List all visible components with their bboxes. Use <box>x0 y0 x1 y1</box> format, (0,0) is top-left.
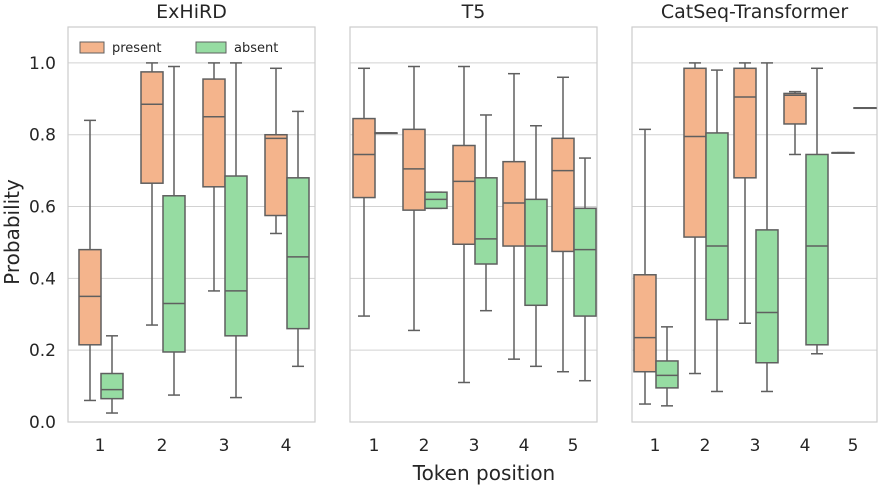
box-present-2 <box>402 65 426 332</box>
x-axis-label: Token position <box>412 461 555 485</box>
box-absent-5 <box>573 157 597 382</box>
box-absent-1 <box>374 132 398 135</box>
box-absent-3 <box>755 62 779 393</box>
x-tick-label: 2 <box>700 436 711 456</box>
y-tick-label: 1.0 <box>29 54 56 74</box>
box-present-1 <box>352 67 376 317</box>
legend-swatch-absent <box>195 41 227 54</box>
box-present-4 <box>783 90 807 156</box>
panel-title: ExHiRD <box>156 1 227 23</box>
box-iqr <box>286 177 310 330</box>
y-tick-label: 0.4 <box>29 269 56 289</box>
box-absent-3 <box>474 114 498 312</box>
box-iqr <box>264 133 288 217</box>
box-iqr <box>474 177 498 265</box>
panel-t5: T5 1 2 3 4 5 <box>349 1 598 456</box>
box-absent-4 <box>524 125 548 368</box>
box-present-4 <box>264 67 288 235</box>
box-iqr <box>733 67 757 179</box>
box-iqr <box>783 92 807 125</box>
box-iqr <box>705 132 729 321</box>
x-tick-label: 4 <box>519 436 530 456</box>
box-iqr <box>452 144 476 245</box>
legend-label-absent: absent <box>234 41 278 56</box>
y-axis-label: Probability <box>0 179 24 285</box>
panel-title: T5 <box>461 1 486 23</box>
x-tick-label: 3 <box>750 436 761 456</box>
legend: present absent <box>79 41 278 56</box>
panel-exhird: ExHiRD 0.0 0.2 0.4 0.6 0.8 1.0 1 2 3 4 present absen… <box>29 1 316 456</box>
box-iqr <box>755 229 779 364</box>
x-tick-label: 4 <box>800 436 811 456</box>
box-iqr <box>78 248 102 346</box>
plot-frame <box>67 26 316 423</box>
x-tick-label: 3 <box>469 436 480 456</box>
box-absent-5 <box>853 107 877 110</box>
box-iqr <box>100 372 124 400</box>
box-iqr <box>402 128 426 211</box>
panel-catseq-transformer: CatSeq-Transformer 1 2 3 4 5 <box>631 1 878 456</box>
box-iqr <box>551 137 575 253</box>
box-absent-2 <box>162 65 186 396</box>
panel-title: CatSeq-Transformer <box>661 1 848 23</box>
x-tick-label: 4 <box>281 436 292 456</box>
x-tick-label: 2 <box>419 436 430 456</box>
box-present-1 <box>633 128 657 405</box>
box-present-1 <box>78 119 102 402</box>
box-present-3 <box>452 65 476 384</box>
box-present-2 <box>140 62 164 326</box>
box-iqr <box>224 175 248 337</box>
x-tick-label: 1 <box>650 436 661 456</box>
plot-frame <box>631 26 878 423</box>
x-tick-label: 5 <box>568 436 579 456</box>
box-iqr <box>202 78 226 188</box>
x-tick-label: 1 <box>95 436 106 456</box>
box-present-3 <box>733 62 757 324</box>
box-absent-1 <box>100 335 124 414</box>
box-iqr <box>655 360 679 389</box>
box-absent-3 <box>224 62 248 399</box>
box-absent-4 <box>805 67 829 355</box>
box-present-5 <box>831 151 855 154</box>
box-present-3 <box>202 62 226 292</box>
x-tick-label: 2 <box>157 436 168 456</box>
box-iqr <box>524 198 548 307</box>
box-absent-2 <box>705 69 729 393</box>
box-iqr <box>140 71 164 184</box>
x-tick-label: 1 <box>369 436 380 456</box>
box-iqr <box>424 191 448 210</box>
box-iqr <box>162 195 186 353</box>
box-absent-4 <box>286 110 310 368</box>
box-present-5 <box>551 76 575 373</box>
y-tick-label: 0.2 <box>29 341 56 361</box>
x-tick-label: 3 <box>219 436 230 456</box>
plot-frame <box>349 26 598 423</box>
y-tick-label: 0.0 <box>29 413 56 433</box>
box-absent-1 <box>655 326 679 407</box>
box-iqr <box>573 207 597 317</box>
box-present-2 <box>683 62 707 375</box>
box-iqr <box>683 67 707 238</box>
y-tick-label: 0.8 <box>29 126 56 146</box>
y-tick-label: 0.6 <box>29 198 56 218</box>
box-iqr <box>502 160 526 247</box>
box-absent-2 <box>424 191 448 210</box>
legend-swatch-present <box>79 41 105 54</box>
box-iqr <box>633 274 657 373</box>
x-tick-label: 5 <box>848 436 859 456</box>
box-iqr <box>352 117 376 199</box>
legend-label-present: present <box>112 41 161 56</box>
box-present-4 <box>502 72 526 360</box>
box-iqr <box>805 153 829 346</box>
